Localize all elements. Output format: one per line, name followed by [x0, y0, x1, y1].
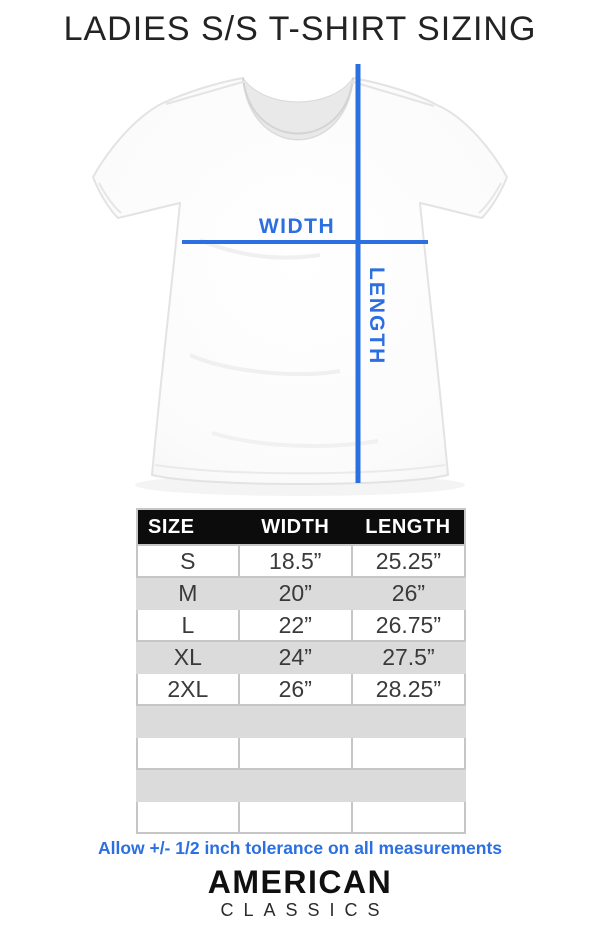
- column-header-length: LENGTH: [351, 509, 465, 545]
- width-cell: 26”: [237, 672, 353, 706]
- brand-name-american: AMERICAN: [207, 864, 393, 900]
- empty-cell: [237, 736, 353, 770]
- column-header-size: SIZE: [137, 509, 239, 545]
- tshirt-measurement-figure: WIDTH LENGTH: [0, 55, 600, 505]
- empty-cell: [350, 736, 467, 770]
- empty-cell: [136, 800, 240, 834]
- length-label: LENGTH: [365, 267, 388, 366]
- width-cell: 22”: [237, 608, 353, 642]
- empty-cell: [350, 704, 467, 738]
- width-cell: 20”: [237, 576, 353, 610]
- table-row-xl: XL 24” 27.5”: [136, 640, 467, 674]
- shirt-illustration: [92, 64, 508, 496]
- table-row-2xl: 2XL 26” 28.25”: [136, 672, 467, 706]
- empty-cell: [237, 704, 353, 738]
- empty-cell: [136, 768, 240, 802]
- table-header-row: SIZE WIDTH LENGTH: [137, 509, 465, 545]
- size-table: SIZE WIDTH LENGTH S 18.5” 25.25” M 20” 2…: [136, 508, 467, 834]
- tolerance-note: Allow +/- 1/2 inch tolerance on all meas…: [97, 838, 503, 858]
- hem-seam: [154, 464, 446, 475]
- empty-cell: [136, 704, 240, 738]
- length-cell: 26”: [350, 576, 467, 610]
- sleeve-seam-right: [478, 182, 502, 214]
- shoulder-seam-right: [349, 80, 435, 107]
- length-cell: 27.5”: [350, 640, 467, 674]
- collar-band: [242, 77, 354, 135]
- empty-row: [136, 704, 467, 738]
- size-cell: S: [136, 544, 240, 578]
- empty-row: [136, 736, 467, 770]
- empty-row: [136, 768, 467, 802]
- length-cell: 25.25”: [350, 544, 467, 578]
- size-cell: 2XL: [136, 672, 240, 706]
- empty-cell: [350, 768, 467, 802]
- table-row-s: S 18.5” 25.25”: [136, 544, 467, 578]
- brand-name-classics: CLASSICS: [220, 900, 390, 920]
- width-cell: 24”: [237, 640, 353, 674]
- table-row-l: L 22” 26.75”: [136, 608, 467, 642]
- empty-cell: [237, 768, 353, 802]
- length-cell: 28.25”: [350, 672, 467, 706]
- length-cell: 26.75”: [350, 608, 467, 642]
- empty-row: [136, 800, 467, 834]
- width-label: WIDTH: [258, 215, 336, 238]
- empty-cell: [136, 736, 240, 770]
- empty-cell: [237, 800, 353, 834]
- empty-cell: [350, 800, 467, 834]
- page-title: LADIES S/S T-SHIRT SIZING: [63, 10, 537, 48]
- wrinkle-line-2: [189, 353, 341, 377]
- size-cell: M: [136, 576, 240, 610]
- shoulder-seam-left: [165, 80, 247, 105]
- wrinkle-line-1: [199, 238, 321, 260]
- sleeve-seam-left: [98, 182, 122, 214]
- wrinkle-line-3: [211, 431, 379, 448]
- table-row-m: M 20” 26”: [136, 576, 467, 610]
- column-header-width: WIDTH: [238, 509, 352, 545]
- size-cell: XL: [136, 640, 240, 674]
- width-cell: 18.5”: [237, 544, 353, 578]
- brand-logo: AMERICAN CLASSICS: [0, 866, 600, 919]
- shirt-body: [92, 77, 508, 485]
- size-cell: L: [136, 608, 240, 642]
